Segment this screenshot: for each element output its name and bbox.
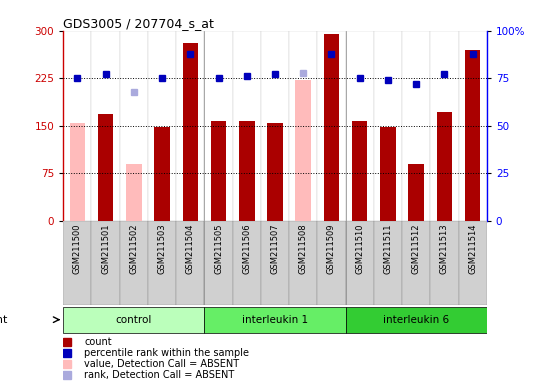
Bar — [465, 50, 480, 221]
Bar — [148, 31, 176, 221]
Bar — [267, 122, 283, 221]
Bar — [374, 31, 402, 221]
Bar — [120, 221, 148, 305]
Bar — [345, 307, 487, 333]
Text: control: control — [116, 314, 152, 325]
Text: GSM211502: GSM211502 — [129, 223, 139, 274]
Bar — [459, 31, 487, 221]
Bar — [430, 221, 459, 305]
Bar — [155, 127, 170, 221]
Bar — [295, 80, 311, 221]
Bar — [289, 221, 317, 305]
Bar — [205, 31, 233, 221]
Bar — [289, 31, 317, 221]
Text: agent: agent — [0, 314, 8, 325]
Bar — [459, 221, 487, 305]
Bar — [63, 221, 91, 305]
Text: interleukin 6: interleukin 6 — [383, 314, 449, 325]
Bar — [402, 31, 430, 221]
Bar — [430, 31, 459, 221]
Bar — [91, 31, 120, 221]
Bar — [233, 31, 261, 221]
Text: GSM211511: GSM211511 — [383, 223, 393, 274]
Bar — [345, 221, 374, 305]
Bar — [70, 122, 85, 221]
Text: value, Detection Call = ABSENT: value, Detection Call = ABSENT — [85, 359, 240, 369]
Text: GSM211503: GSM211503 — [157, 223, 167, 274]
Bar — [63, 31, 91, 221]
Bar — [409, 164, 424, 221]
Bar — [176, 31, 205, 221]
Text: GSM211508: GSM211508 — [299, 223, 308, 274]
Text: GSM211507: GSM211507 — [271, 223, 279, 274]
Text: GSM211514: GSM211514 — [468, 223, 477, 274]
Bar — [437, 112, 452, 221]
Bar — [352, 121, 367, 221]
Text: GSM211506: GSM211506 — [242, 223, 251, 274]
Bar — [317, 221, 345, 305]
Text: GSM211513: GSM211513 — [440, 223, 449, 274]
Bar — [402, 221, 430, 305]
Bar — [324, 34, 339, 221]
Text: GDS3005 / 207704_s_at: GDS3005 / 207704_s_at — [63, 17, 214, 30]
Bar — [98, 114, 113, 221]
Bar — [205, 221, 233, 305]
Bar — [63, 307, 205, 333]
Bar — [148, 221, 176, 305]
Bar — [120, 31, 148, 221]
Text: rank, Detection Call = ABSENT: rank, Detection Call = ABSENT — [85, 370, 235, 380]
Bar — [374, 221, 402, 305]
Bar — [380, 127, 395, 221]
Text: GSM211505: GSM211505 — [214, 223, 223, 274]
Bar — [239, 121, 255, 221]
Bar — [261, 221, 289, 305]
Bar — [205, 307, 345, 333]
Text: count: count — [85, 337, 112, 347]
Bar — [176, 221, 205, 305]
Bar — [211, 121, 226, 221]
Bar — [317, 31, 345, 221]
Text: GSM211509: GSM211509 — [327, 223, 336, 274]
Text: interleukin 1: interleukin 1 — [242, 314, 308, 325]
Text: percentile rank within the sample: percentile rank within the sample — [85, 348, 250, 358]
Text: GSM211501: GSM211501 — [101, 223, 110, 274]
Text: GSM211510: GSM211510 — [355, 223, 364, 274]
Bar — [91, 221, 120, 305]
Bar — [126, 164, 141, 221]
Text: GSM211500: GSM211500 — [73, 223, 82, 274]
Text: GSM211504: GSM211504 — [186, 223, 195, 274]
Bar — [261, 31, 289, 221]
Text: GSM211512: GSM211512 — [411, 223, 421, 274]
Bar — [233, 221, 261, 305]
Bar — [345, 31, 374, 221]
Bar — [183, 43, 198, 221]
